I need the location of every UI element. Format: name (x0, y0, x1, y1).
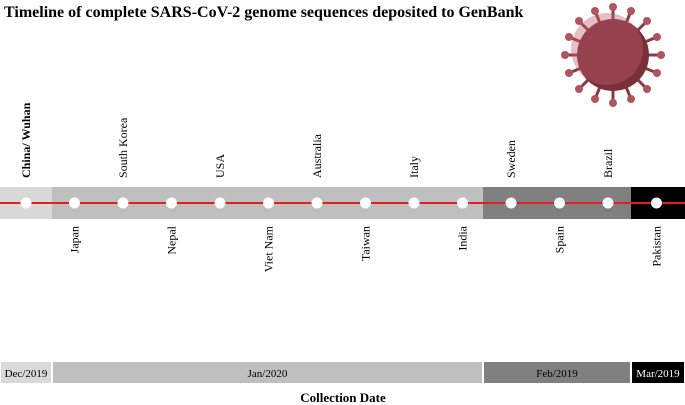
node-label: Australia (310, 133, 324, 178)
title: Timeline of complete SARS-CoV-2 genome s… (4, 4, 523, 21)
node-label: Pakistan (650, 226, 664, 267)
node-label: Taiwan (359, 226, 373, 261)
periods: Dec/2019 Jan/2020 Feb/2019 Mar/2019 (1, 362, 684, 383)
node-label: USA (213, 154, 227, 178)
node-dot (554, 198, 565, 209)
node-dot (457, 198, 468, 209)
node-dot (21, 198, 32, 209)
node-label: Nepal (165, 225, 179, 254)
node-dot (603, 198, 614, 209)
period-label: Dec/2019 (5, 368, 48, 380)
virus-icon (561, 3, 665, 107)
node-label: Japan (68, 226, 82, 253)
timeline: Timeline of complete SARS-CoV-2 genome s… (0, 0, 685, 405)
node-dot (360, 198, 371, 209)
node-dot (69, 198, 80, 209)
node-dot (312, 198, 323, 209)
node-dot (215, 198, 226, 209)
node-label: South Korea (116, 117, 130, 178)
node-dot (166, 198, 177, 209)
node-label: China/ Wuhan (19, 102, 33, 178)
node-label: Brazil (601, 148, 615, 178)
period-label: Feb/2019 (536, 368, 578, 380)
node-label: Viet Nam (262, 225, 276, 272)
period-label: Jan/2020 (248, 368, 288, 380)
node-dot (506, 198, 517, 209)
node-dot (263, 198, 274, 209)
node-label: India (456, 225, 470, 250)
node-dot (651, 198, 662, 209)
period-label: Mar/2019 (636, 368, 680, 380)
node-dot (118, 198, 129, 209)
node-dot (409, 198, 420, 209)
node-label: Spain (553, 226, 567, 253)
node-label: Italy (407, 156, 421, 178)
node-label: Sweden (504, 140, 518, 178)
axis-label: Collection Date (300, 390, 386, 405)
